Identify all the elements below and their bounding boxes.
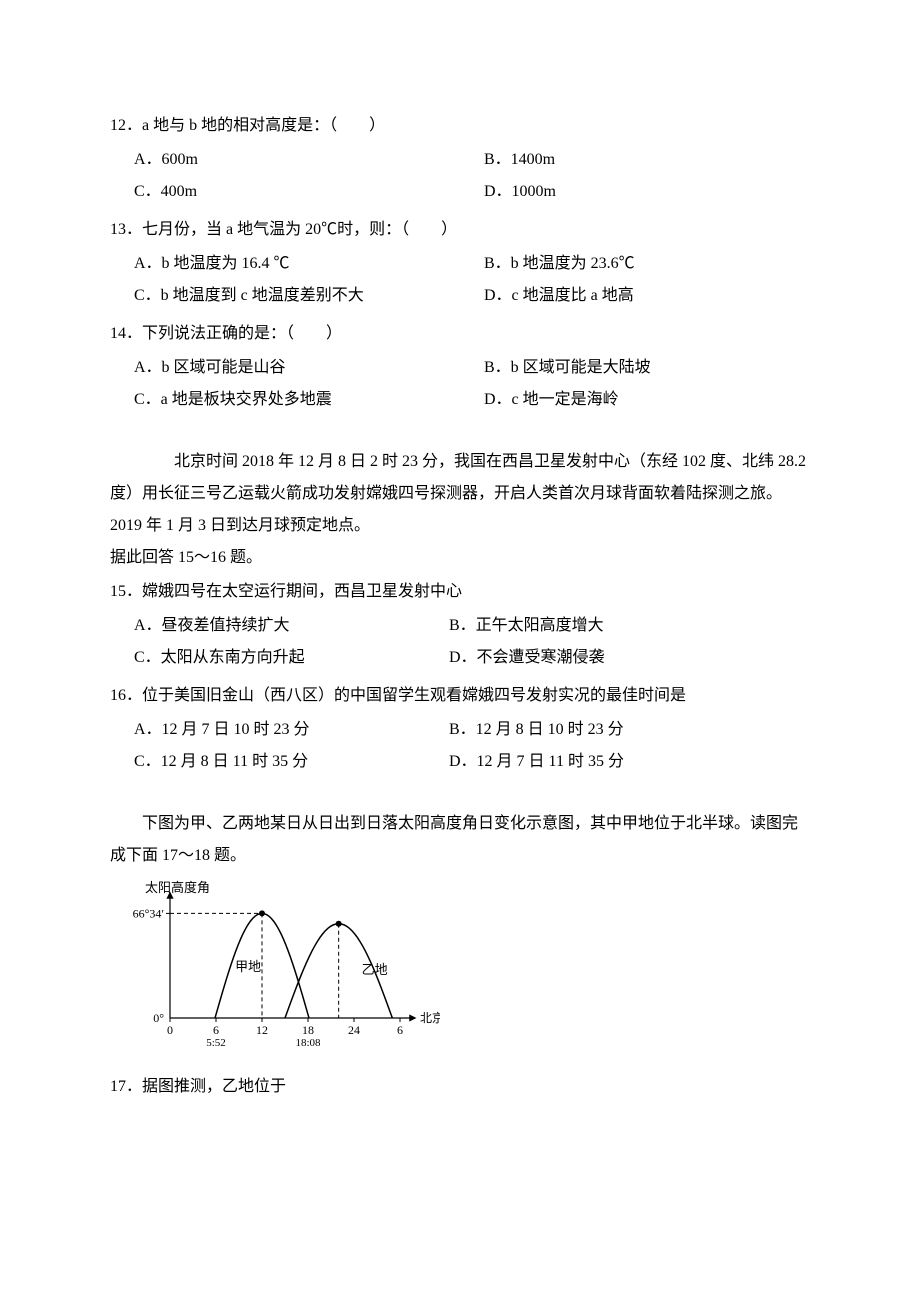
q13-stem: 13．七月份，当 a 地气温为 20℃时，则：（ ） [110,214,810,246]
q15-opt-d: D．不会遭受寒潮侵袭 [425,642,740,674]
q14-options: A．b 区域可能是山谷 B．b 区域可能是大陆坡 C．a 地是板块交界处多地震 … [110,352,810,416]
q12-stem: 12．a 地与 b 地的相对高度是：（ ） [110,110,810,142]
sun-angle-chart: 66°34′太阳高度角0°0612182465:5218:08北京时间（时）甲地… [120,878,810,1065]
svg-text:5:52: 5:52 [206,1037,226,1049]
q16-opt-a: A．12 月 7 日 10 时 23 分 [110,714,425,746]
svg-text:乙地: 乙地 [362,962,388,977]
svg-text:北京时间（时）: 北京时间（时） [420,1011,440,1025]
q16-opt-b: B．12 月 8 日 10 时 23 分 [425,714,740,746]
q15-opt-b: B．正午太阳高度增大 [425,610,740,642]
q13-opt-d: D．c 地温度比 a 地高 [460,280,810,312]
svg-text:0°: 0° [153,1011,164,1025]
svg-text:太阳高度角: 太阳高度角 [145,880,210,895]
passage1-text: 北京时间 2018 年 12 月 8 日 2 时 23 分，我国在西昌卫星发射中… [110,446,810,542]
passage1-lead: 据此回答 15～16 题。 [110,542,810,574]
svg-text:66°34′: 66°34′ [133,906,165,920]
q15-options: A．昼夜差值持续扩大 B．正午太阳高度增大 C．太阳从东南方向升起 D．不会遭受… [110,610,810,674]
q16-opt-c: C．12 月 8 日 11 时 35 分 [110,746,425,778]
q13-options: A．b 地温度为 16.4 ℃ B．b 地温度为 23.6℃ C．b 地温度到 … [110,248,810,312]
q15-opt-a: A．昼夜差值持续扩大 [110,610,425,642]
q13-opt-a: A．b 地温度为 16.4 ℃ [110,248,460,280]
svg-text:18:08: 18:08 [295,1037,321,1049]
q16-opt-d: D．12 月 7 日 11 时 35 分 [425,746,740,778]
q16-stem: 16．位于美国旧金山（西八区）的中国留学生观看嫦娥四号发射实况的最佳时间是 [110,680,810,712]
svg-text:18: 18 [302,1023,314,1037]
passage2-text: 下图为甲、乙两地某日从日出到日落太阳高度角日变化示意图，其中甲地位于北半球。读图… [110,808,810,872]
svg-text:12: 12 [256,1023,268,1037]
q13-opt-c: C．b 地温度到 c 地温度差别不大 [110,280,460,312]
q14-opt-b: B．b 区域可能是大陆坡 [460,352,810,384]
q16-options: A．12 月 7 日 10 时 23 分 B．12 月 8 日 10 时 23 … [110,714,810,778]
q12-opt-a: A．600m [110,144,460,176]
svg-text:甲地: 甲地 [235,959,261,974]
q12-opt-b: B．1400m [460,144,810,176]
svg-text:6: 6 [213,1023,219,1037]
q15-opt-c: C．太阳从东南方向升起 [110,642,425,674]
svg-text:6: 6 [397,1023,403,1037]
svg-text:24: 24 [348,1023,360,1037]
q12-options: A．600m B．1400m C．400m D．1000m [110,144,810,208]
q17-stem: 17．据图推测，乙地位于 [110,1071,810,1103]
q12-opt-c: C．400m [110,176,460,208]
q14-opt-c: C．a 地是板块交界处多地震 [110,384,460,416]
q14-opt-a: A．b 区域可能是山谷 [110,352,460,384]
q13-opt-b: B．b 地温度为 23.6℃ [460,248,810,280]
q14-stem: 14．下列说法正确的是：（ ） [110,318,810,350]
chart-svg: 66°34′太阳高度角0°0612182465:5218:08北京时间（时）甲地… [120,878,440,1053]
svg-text:0: 0 [167,1023,173,1037]
q15-stem: 15．嫦娥四号在太空运行期间，西昌卫星发射中心 [110,576,810,608]
q14-opt-d: D．c 地一定是海岭 [460,384,810,416]
q12-opt-d: D．1000m [460,176,810,208]
